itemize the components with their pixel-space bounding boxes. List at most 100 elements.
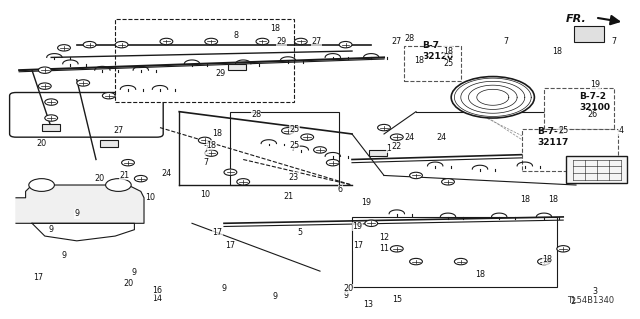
Text: 8: 8 bbox=[233, 31, 238, 40]
Polygon shape bbox=[32, 223, 134, 241]
Text: 18: 18 bbox=[475, 270, 485, 279]
Text: 18: 18 bbox=[270, 24, 280, 33]
Text: 23: 23 bbox=[288, 173, 298, 182]
Text: 25: 25 bbox=[558, 126, 568, 135]
Text: 17: 17 bbox=[33, 273, 44, 282]
Circle shape bbox=[160, 38, 173, 45]
FancyBboxPatch shape bbox=[522, 129, 618, 171]
Text: 17: 17 bbox=[225, 241, 236, 250]
Circle shape bbox=[29, 179, 54, 191]
Circle shape bbox=[326, 160, 339, 166]
Text: 27: 27 bbox=[113, 126, 124, 135]
Circle shape bbox=[237, 179, 250, 185]
Text: 24: 24 bbox=[404, 133, 415, 142]
FancyBboxPatch shape bbox=[115, 19, 294, 102]
Text: 10: 10 bbox=[200, 190, 210, 199]
Text: 6: 6 bbox=[338, 185, 343, 194]
Circle shape bbox=[410, 258, 422, 265]
Circle shape bbox=[378, 124, 390, 131]
Text: 24: 24 bbox=[161, 169, 172, 178]
Text: 9: 9 bbox=[132, 268, 137, 277]
Text: 28: 28 bbox=[251, 110, 261, 119]
Circle shape bbox=[256, 38, 269, 45]
FancyBboxPatch shape bbox=[544, 88, 614, 129]
Circle shape bbox=[390, 246, 403, 252]
Text: 25: 25 bbox=[443, 59, 453, 68]
Circle shape bbox=[314, 147, 326, 153]
Text: 20: 20 bbox=[94, 174, 104, 183]
Text: 20: 20 bbox=[36, 139, 47, 148]
Text: 5: 5 bbox=[297, 228, 302, 237]
Text: 9: 9 bbox=[49, 225, 54, 234]
Text: B-7-1
32117: B-7-1 32117 bbox=[538, 128, 569, 147]
Text: 29: 29 bbox=[276, 37, 287, 46]
Polygon shape bbox=[16, 185, 144, 223]
Text: 18: 18 bbox=[552, 47, 562, 56]
FancyBboxPatch shape bbox=[10, 93, 163, 137]
FancyBboxPatch shape bbox=[230, 112, 339, 185]
Text: 25: 25 bbox=[289, 125, 300, 134]
FancyBboxPatch shape bbox=[574, 26, 604, 42]
Text: 20: 20 bbox=[344, 284, 354, 293]
Circle shape bbox=[454, 258, 467, 265]
Text: 13: 13 bbox=[363, 300, 373, 309]
Text: 18: 18 bbox=[212, 130, 223, 138]
Text: 21: 21 bbox=[283, 192, 293, 201]
Circle shape bbox=[45, 115, 58, 121]
Text: TL54B1340: TL54B1340 bbox=[567, 296, 614, 305]
Text: 19: 19 bbox=[352, 222, 362, 231]
Circle shape bbox=[282, 128, 294, 134]
Text: 17: 17 bbox=[212, 228, 223, 237]
Text: 11: 11 bbox=[379, 244, 389, 253]
Text: 7: 7 bbox=[612, 37, 617, 46]
Text: 25: 25 bbox=[289, 141, 300, 150]
Text: 18: 18 bbox=[548, 195, 559, 204]
Text: 19: 19 bbox=[590, 80, 600, 89]
Circle shape bbox=[301, 134, 314, 140]
Text: 18: 18 bbox=[443, 47, 453, 56]
Circle shape bbox=[83, 41, 96, 48]
Text: 9: 9 bbox=[273, 292, 278, 301]
Circle shape bbox=[205, 38, 218, 45]
Text: 19: 19 bbox=[361, 198, 371, 207]
Text: 18: 18 bbox=[414, 56, 424, 65]
FancyBboxPatch shape bbox=[566, 156, 627, 183]
Text: 29: 29 bbox=[216, 69, 226, 78]
Circle shape bbox=[538, 258, 550, 265]
Text: 24: 24 bbox=[436, 133, 447, 142]
Circle shape bbox=[102, 93, 115, 99]
Text: 9: 9 bbox=[221, 284, 227, 293]
Circle shape bbox=[205, 150, 218, 156]
Circle shape bbox=[106, 179, 131, 191]
Text: 22: 22 bbox=[392, 142, 402, 151]
Text: 7: 7 bbox=[503, 37, 508, 46]
Circle shape bbox=[442, 179, 454, 185]
Text: 14: 14 bbox=[152, 294, 162, 303]
Circle shape bbox=[365, 220, 378, 226]
Circle shape bbox=[122, 160, 134, 166]
Circle shape bbox=[294, 38, 307, 45]
Circle shape bbox=[390, 134, 403, 140]
Circle shape bbox=[134, 175, 147, 182]
Circle shape bbox=[38, 67, 51, 73]
Text: 28: 28 bbox=[404, 34, 415, 43]
Text: 21: 21 bbox=[120, 171, 130, 180]
Text: 9: 9 bbox=[74, 209, 79, 218]
Text: 3: 3 bbox=[593, 287, 598, 296]
Bar bbox=[100, 140, 118, 147]
Text: 12: 12 bbox=[379, 233, 389, 242]
Text: 18: 18 bbox=[542, 256, 552, 264]
Text: 18: 18 bbox=[206, 141, 216, 150]
Text: 17: 17 bbox=[353, 241, 364, 250]
FancyBboxPatch shape bbox=[352, 217, 557, 287]
Text: 26: 26 bbox=[587, 110, 597, 119]
Circle shape bbox=[198, 137, 211, 144]
Text: 15: 15 bbox=[392, 295, 402, 304]
Circle shape bbox=[58, 45, 70, 51]
Bar bbox=[42, 124, 60, 131]
Circle shape bbox=[45, 99, 58, 105]
Text: 2: 2 bbox=[570, 297, 575, 306]
Text: 7: 7 bbox=[204, 158, 209, 167]
Bar bbox=[228, 64, 246, 70]
Text: 9: 9 bbox=[61, 251, 67, 260]
